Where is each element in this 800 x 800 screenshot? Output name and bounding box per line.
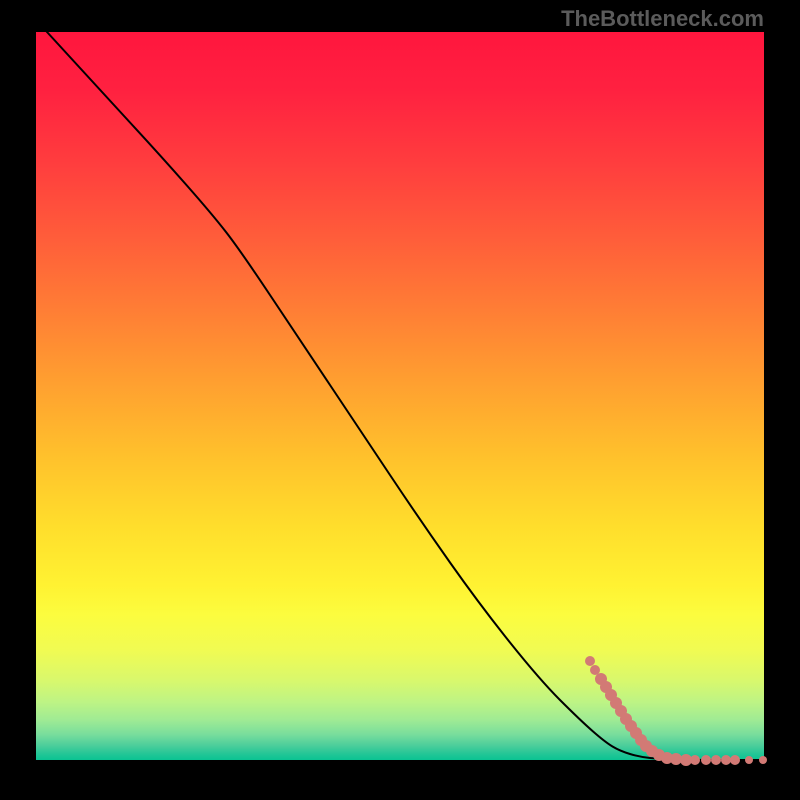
data-marker	[590, 665, 600, 675]
data-marker	[690, 755, 700, 765]
data-marker	[730, 755, 740, 765]
watermark-text: TheBottleneck.com	[561, 6, 764, 32]
data-marker	[711, 755, 721, 765]
data-marker	[721, 755, 731, 765]
data-marker	[745, 756, 753, 764]
data-marker	[759, 756, 767, 764]
data-marker	[701, 755, 711, 765]
data-marker	[585, 656, 595, 666]
chart-background	[36, 32, 764, 760]
